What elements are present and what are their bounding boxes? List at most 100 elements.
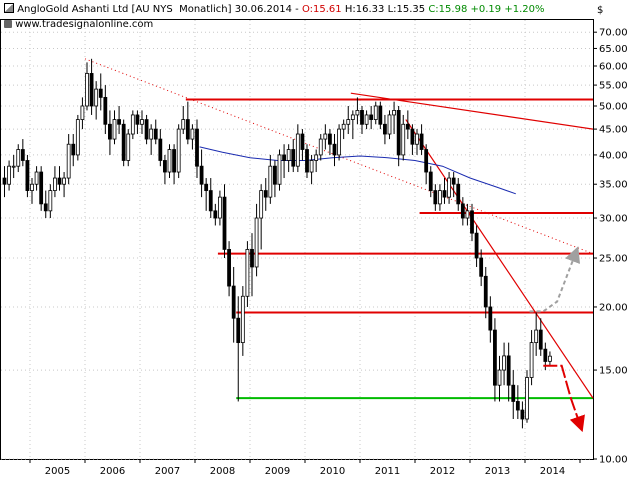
candle-body [254, 217, 259, 268]
candle-body [167, 149, 172, 173]
candle-body [66, 143, 71, 179]
x-tick-label: 2012 [430, 466, 455, 477]
candle-body [534, 329, 539, 344]
x-tick-label: 2013 [485, 466, 510, 477]
scenario-arrow [543, 364, 585, 433]
candle-body [341, 123, 346, 130]
candle-body [98, 88, 103, 98]
instrument-name: AngloGold Ashanti Ltd [17, 4, 129, 15]
x-axis: 2005 2006 2007 2008 2009 2010 2011 2012 2013 2014 [29, 459, 581, 477]
candle-body [300, 133, 305, 150]
candle-body [378, 105, 383, 125]
candle-body [493, 329, 497, 386]
candle-body [479, 257, 484, 277]
candle-body [538, 329, 543, 350]
candle-body [415, 133, 419, 145]
candle-body [364, 114, 369, 125]
candle-body [121, 123, 126, 161]
candle-body [447, 177, 451, 198]
x-tick-label: 2008 [210, 466, 235, 477]
candle-body [11, 165, 16, 168]
x-tick-label: 2005 [45, 466, 70, 477]
candle-body [273, 165, 277, 185]
currency-label: $ [597, 5, 603, 16]
chart-header: AngloGold Ashanti Ltd [AU NYS Monatlich]… [4, 3, 545, 15]
source-icon [4, 20, 12, 28]
overlays-back [84, 58, 594, 400]
candle-body [227, 249, 231, 287]
candle-body [419, 133, 424, 150]
candle-body [163, 160, 167, 173]
candle-body [130, 114, 135, 135]
candle-body [497, 369, 502, 386]
candle-body [383, 123, 387, 135]
candle-body [350, 114, 355, 120]
candle-body [30, 183, 34, 191]
candle-body [373, 105, 378, 120]
candle-body [263, 190, 268, 198]
dash-label: - [295, 4, 299, 15]
candle-body [401, 123, 406, 156]
candle-body [190, 128, 195, 140]
candle-body [195, 128, 199, 167]
candle-body [43, 203, 48, 212]
candle-body [456, 183, 461, 205]
candle-body [62, 177, 66, 185]
y-tick-label: 55.00 [599, 81, 628, 92]
candle-body [208, 190, 213, 212]
candle-body [222, 196, 227, 250]
candle-body [199, 165, 204, 185]
candle-body [511, 384, 516, 402]
candle-body [392, 110, 396, 116]
candle-body [153, 128, 158, 140]
candle-body [149, 128, 154, 140]
candle-body [112, 119, 117, 140]
close-value: C:15.98 [428, 4, 468, 15]
candle-body [57, 177, 62, 185]
candle-body [16, 149, 21, 167]
change-value: +0.19 [470, 4, 502, 15]
y-tick-label: 60.00 [599, 61, 628, 72]
candle-body [117, 119, 121, 125]
candle-body [520, 409, 525, 420]
candle-body [433, 190, 438, 205]
candle-body [483, 275, 488, 308]
candle-body [515, 401, 520, 411]
trend-line [350, 92, 594, 130]
exchange-label: [AU NYS Monatlich] [131, 4, 232, 15]
candle-body [396, 110, 401, 156]
candle-body [451, 177, 456, 185]
candle-body [488, 306, 493, 331]
instrument-icon [4, 3, 14, 13]
x-tick-label: 2007 [155, 466, 180, 477]
change-pct-value: +1.20% [504, 4, 545, 15]
y-tick-label: 15.00 [599, 366, 628, 377]
candle-body [346, 119, 351, 125]
candle-body [502, 355, 506, 371]
scenario-arrow [529, 246, 581, 313]
candle-body [309, 160, 314, 173]
candle-body [369, 114, 374, 120]
candle-body [144, 119, 149, 140]
candle-body [295, 133, 300, 167]
candle-body [218, 196, 222, 219]
candle-body [277, 154, 282, 185]
candle-body [360, 110, 364, 125]
candle-body [548, 355, 552, 362]
candle-body [108, 123, 112, 140]
candle-body [34, 171, 39, 185]
candle-body [2, 177, 7, 185]
candle-body [328, 133, 332, 145]
candle-body [259, 190, 264, 219]
candle-body [25, 160, 30, 191]
candle-body [428, 171, 433, 191]
x-tick-label: 2009 [265, 466, 290, 477]
candle-body [240, 295, 245, 344]
candle-body [231, 285, 236, 319]
y-tick-label: 40.00 [599, 150, 628, 161]
y-tick-label: 45.00 [599, 125, 628, 136]
y-tick-label: 20.00 [599, 302, 628, 313]
y-tick-label: 30.00 [599, 214, 628, 225]
trend-line [405, 119, 594, 399]
